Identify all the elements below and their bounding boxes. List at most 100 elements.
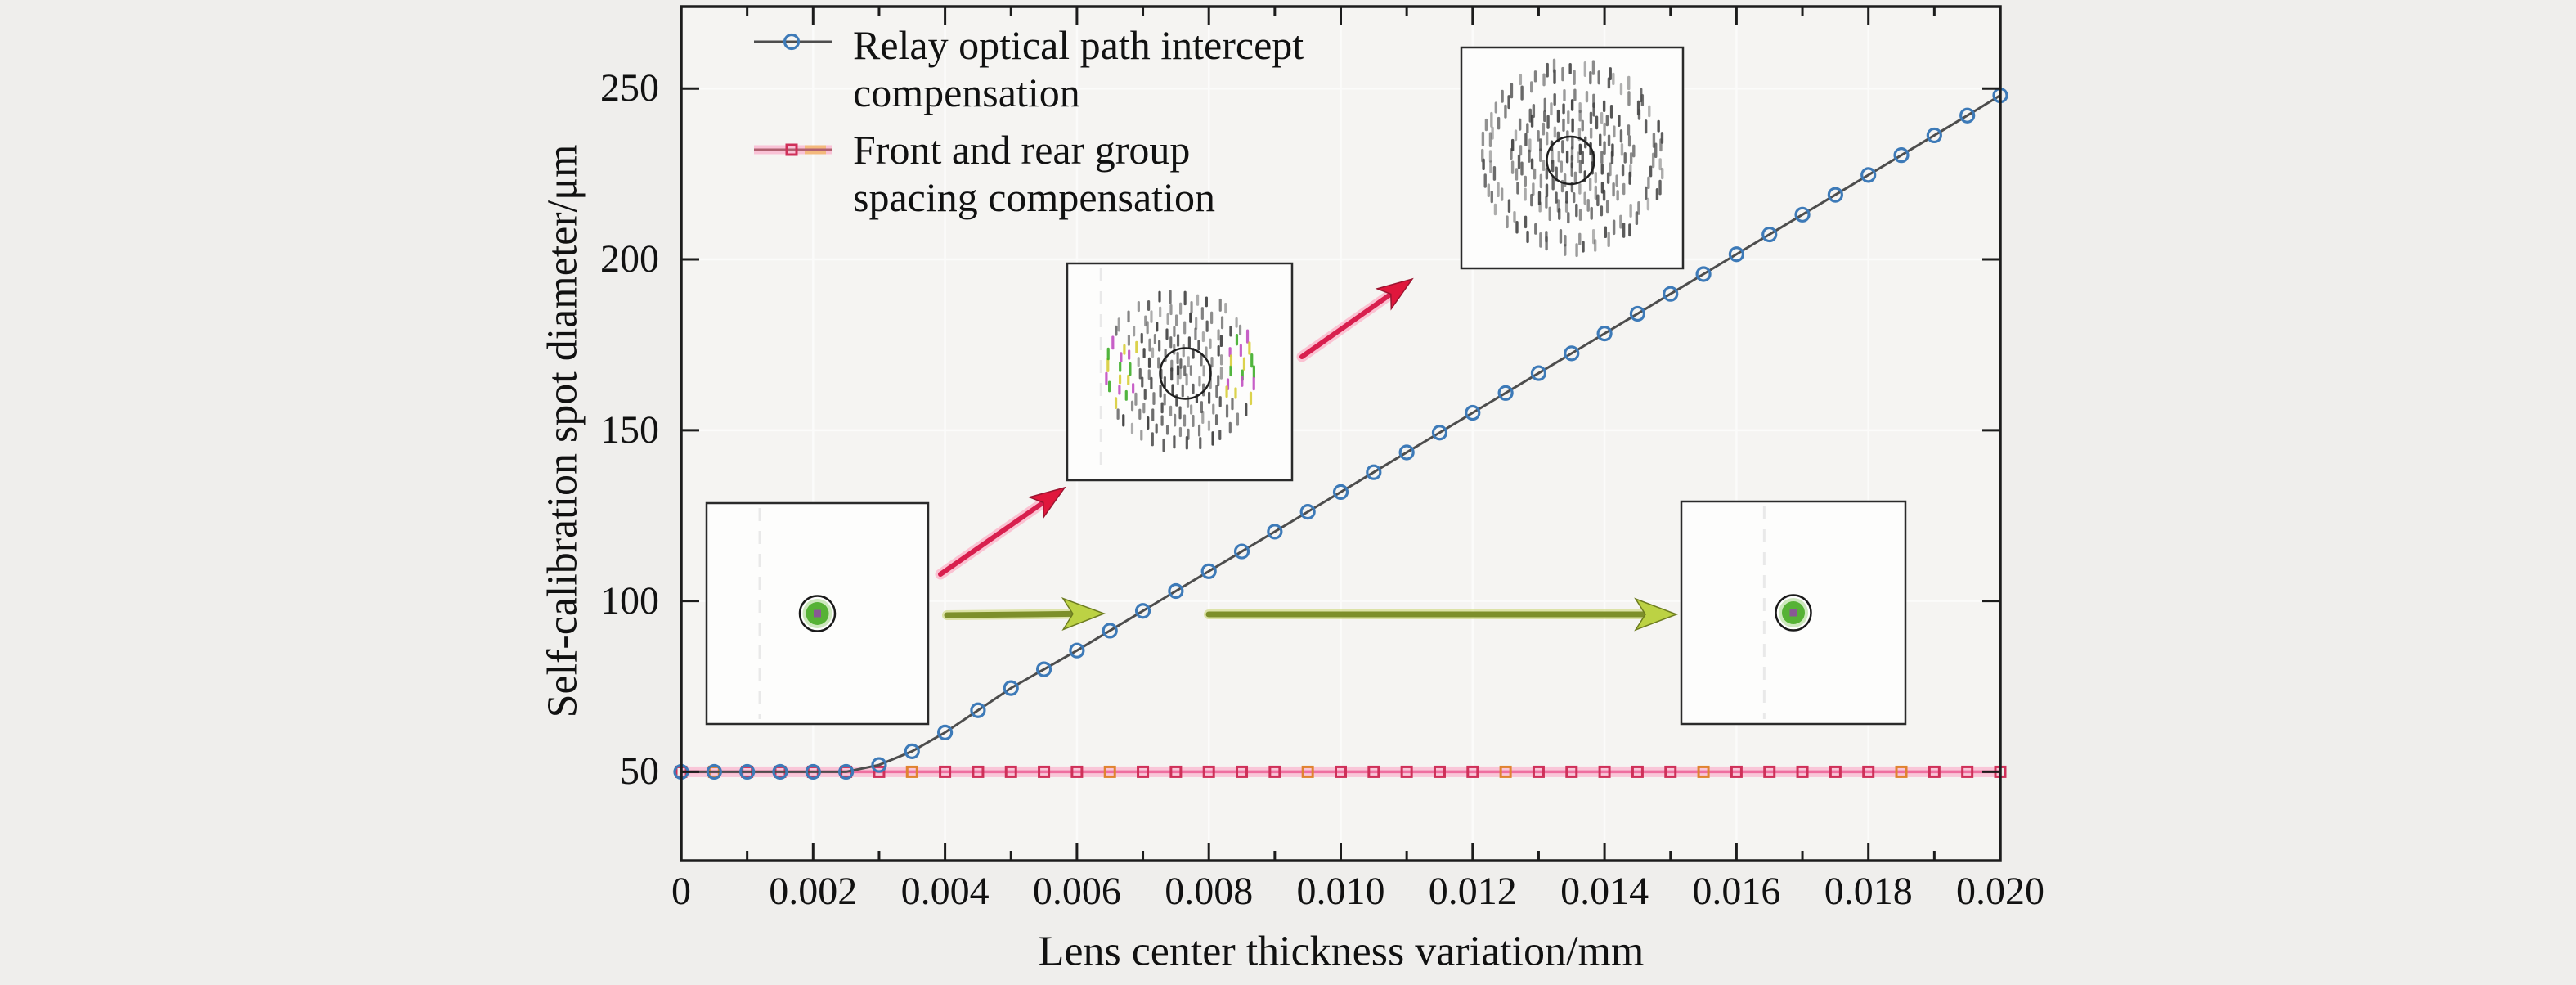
inset-top-radial [1460,46,1685,270]
x-tick-label: 0.002 [769,870,858,913]
square-marker [1565,765,1578,778]
square-marker [1268,765,1281,778]
y-tick-label: 50 [620,749,659,794]
square-marker [1400,765,1413,778]
circle-marker [1102,623,1118,639]
arrow-shaft [944,610,1076,618]
circle-marker [805,763,821,780]
inset-middle-radial [1066,262,1294,482]
inset-center-circle [1546,135,1595,186]
red-arrow [935,486,1066,580]
x-axis-label: Lens center thickness variation/mm [1038,928,1645,975]
square-marker [1829,765,1842,778]
x-tick-label: 0 [671,870,691,913]
circle-marker [1761,226,1778,243]
square-marker [873,765,886,778]
y-tick-label: 250 [600,66,659,110]
y-tick-label: 200 [600,237,659,281]
x-tick-label: 0.016 [1692,870,1781,913]
spot-center [814,609,821,618]
arrow-head [1027,486,1066,519]
square-marker [1697,765,1710,778]
legend-item-relay-line2: compensation [853,70,1080,115]
circle-marker [1497,385,1514,401]
square-marker [1895,765,1908,778]
circle-marker [936,724,954,741]
circle-marker [1465,404,1481,421]
spot-ring [798,595,837,632]
x-tick-label: 0.010 [1296,870,1385,913]
square-marker [1038,765,1051,778]
square-marker [1367,765,1380,778]
x-tick-label: 0.012 [1428,870,1517,913]
square-marker [1862,765,1875,778]
square-marker [1169,765,1183,778]
arrow-shaft [938,500,1046,577]
series-relay-intercept [673,87,2008,780]
x-tick-label: 0.014 [1560,870,1649,913]
square-marker [1103,765,1116,778]
circle-marker [1366,464,1382,480]
circle-marker [1695,266,1712,282]
circle-marker [1035,661,1052,677]
square-marker [1796,765,1809,778]
circle-marker [1134,603,1151,619]
red-arrow [1296,277,1414,362]
legend-item-front-rear-line1: Front and rear group [853,127,1191,173]
circle-marker [871,757,887,773]
square-marker [972,765,985,778]
circle-marker [1629,305,1646,322]
circle-marker [1069,642,1085,659]
legend-item-front-rear: Front and rear group spacing compensatio… [853,126,1215,221]
square-marker [1532,765,1545,778]
circle-marker [1299,504,1316,520]
y-tick-label: 150 [600,407,659,452]
circle-marker [1596,326,1613,342]
square-marker [905,765,918,778]
inset-center-circle [1159,347,1212,400]
y-tick-label: 100 [600,578,659,623]
circle-marker [838,763,855,780]
square-marker [1301,765,1314,778]
x-tick-label: 0.008 [1165,870,1254,913]
circle-marker [1728,246,1744,263]
circle-marker [1168,582,1184,600]
square-marker [1499,765,1512,778]
square-marker [939,765,952,778]
circle-marker [904,743,920,759]
circle-marker [1959,107,1976,124]
square-marker [1763,765,1776,778]
square-marker [1433,765,1446,778]
legend-square-marker-icon [785,143,798,156]
x-tick-label: 0.006 [1032,870,1121,913]
square-marker [1928,765,1941,778]
spot-center [1789,609,1797,617]
arrow-shaft [1299,291,1393,359]
circle-marker [1860,167,1877,183]
square-marker [1137,765,1150,778]
arrow-head [1061,597,1106,632]
circle-marker [1431,425,1448,441]
square-marker [1236,765,1249,778]
square-marker [1730,765,1743,778]
circle-marker [1200,563,1217,579]
arrow-head [1634,597,1679,632]
x-tick-label: 0.020 [1956,870,2044,913]
circle-marker [1398,444,1415,461]
square-marker [1004,765,1017,778]
square-marker [1598,765,1611,778]
circle-marker [1663,286,1679,302]
green-arrow [942,597,1106,632]
series-line [681,94,2001,773]
inset-bottom-right-spot [1680,500,1907,726]
inset-bottom-left-spot [705,501,930,726]
square-marker [1202,765,1215,778]
spot-ring [1775,594,1812,632]
circle-marker [970,702,986,718]
legend-circle-marker-icon [783,33,801,51]
arrow-head [1375,277,1414,311]
green-arrow [1204,597,1679,632]
square-marker [1664,765,1677,778]
